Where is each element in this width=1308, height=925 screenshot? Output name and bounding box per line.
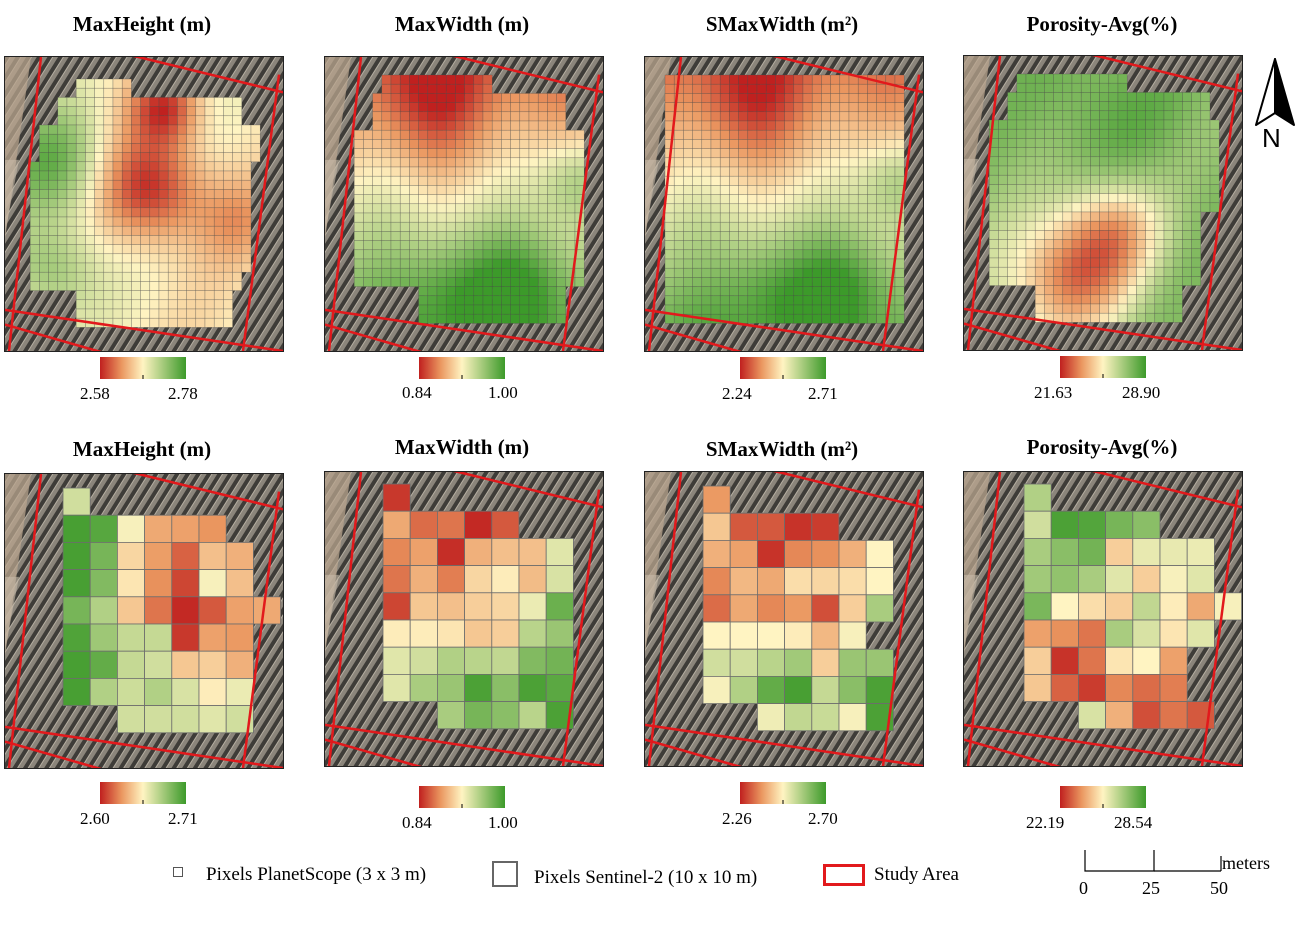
- map-panel-3: [644, 56, 924, 352]
- legend-planetscope-label: Pixels PlanetScope (3 x 3 m): [206, 864, 427, 885]
- panel-title-3: SMaxWidth (m²): [705, 12, 859, 36]
- map-panel-2: [324, 56, 604, 352]
- scale-bar: [1084, 850, 1224, 874]
- colorbar-min-label: 2.58: [80, 384, 110, 403]
- north-label: N: [1262, 123, 1281, 153]
- map-panel-7: [644, 471, 924, 767]
- map-panel-6: [324, 471, 604, 767]
- colorbar-max-label: 1.00: [488, 383, 518, 402]
- colorbar-4: [1060, 356, 1146, 378]
- panel-title-5: MaxHeight (m): [72, 437, 212, 461]
- panel-title-8: Porosity-Avg(%): [1026, 435, 1178, 459]
- colorbar-max-label: 28.54: [1114, 813, 1153, 832]
- planetscope-pixel-swatch: [173, 867, 183, 877]
- colorbar-max-label: 2.71: [808, 384, 838, 403]
- legend-study-area-label: Study Area: [874, 864, 959, 885]
- scale-tick-0: 0: [1079, 878, 1088, 898]
- colorbar-1: [100, 357, 186, 379]
- panel-title-4: Porosity-Avg(%): [1026, 12, 1178, 36]
- legend-sentinel-label: Pixels Sentinel-2 (10 x 10 m): [534, 867, 758, 888]
- north-arrow: N: [1250, 55, 1300, 155]
- colorbar-5: [100, 782, 186, 804]
- colorbar-8: [1060, 786, 1146, 808]
- colorbar-max-label: 2.70: [808, 809, 838, 828]
- panel-title-2: MaxWidth (m): [394, 12, 530, 36]
- colorbar-min-label: 0.84: [402, 383, 432, 402]
- scale-unit-label: meters: [1222, 853, 1270, 873]
- map-panel-4: [963, 55, 1243, 351]
- colorbar-max-label: 1.00: [488, 813, 518, 832]
- colorbar-2: [419, 357, 505, 379]
- scale-tick-50: 50: [1210, 878, 1228, 898]
- colorbar-min-label: 0.84: [402, 813, 432, 832]
- map-panel-8: [963, 471, 1243, 767]
- colorbar-max-label: 2.71: [168, 809, 198, 828]
- colorbar-max-label: 2.78: [168, 384, 198, 403]
- colorbar-3: [740, 357, 826, 379]
- panel-title-1: MaxHeight (m): [72, 12, 212, 36]
- study-area-swatch: [823, 864, 865, 886]
- colorbar-max-label: 28.90: [1122, 383, 1161, 402]
- colorbar-6: [419, 786, 505, 808]
- colorbar-min-label: 2.26: [722, 809, 752, 828]
- scale-tick-25: 25: [1142, 878, 1160, 898]
- panel-title-6: MaxWidth (m): [394, 435, 530, 459]
- map-panel-1: [4, 56, 284, 352]
- colorbar-min-label: 22.19: [1026, 813, 1065, 832]
- colorbar-7: [740, 782, 826, 804]
- panel-title-7: SMaxWidth (m²): [705, 437, 859, 461]
- map-panel-5: [4, 473, 284, 769]
- colorbar-min-label: 2.24: [722, 384, 752, 403]
- colorbar-min-label: 21.63: [1034, 383, 1073, 402]
- colorbar-min-label: 2.60: [80, 809, 110, 828]
- sentinel-pixel-swatch: [492, 861, 518, 887]
